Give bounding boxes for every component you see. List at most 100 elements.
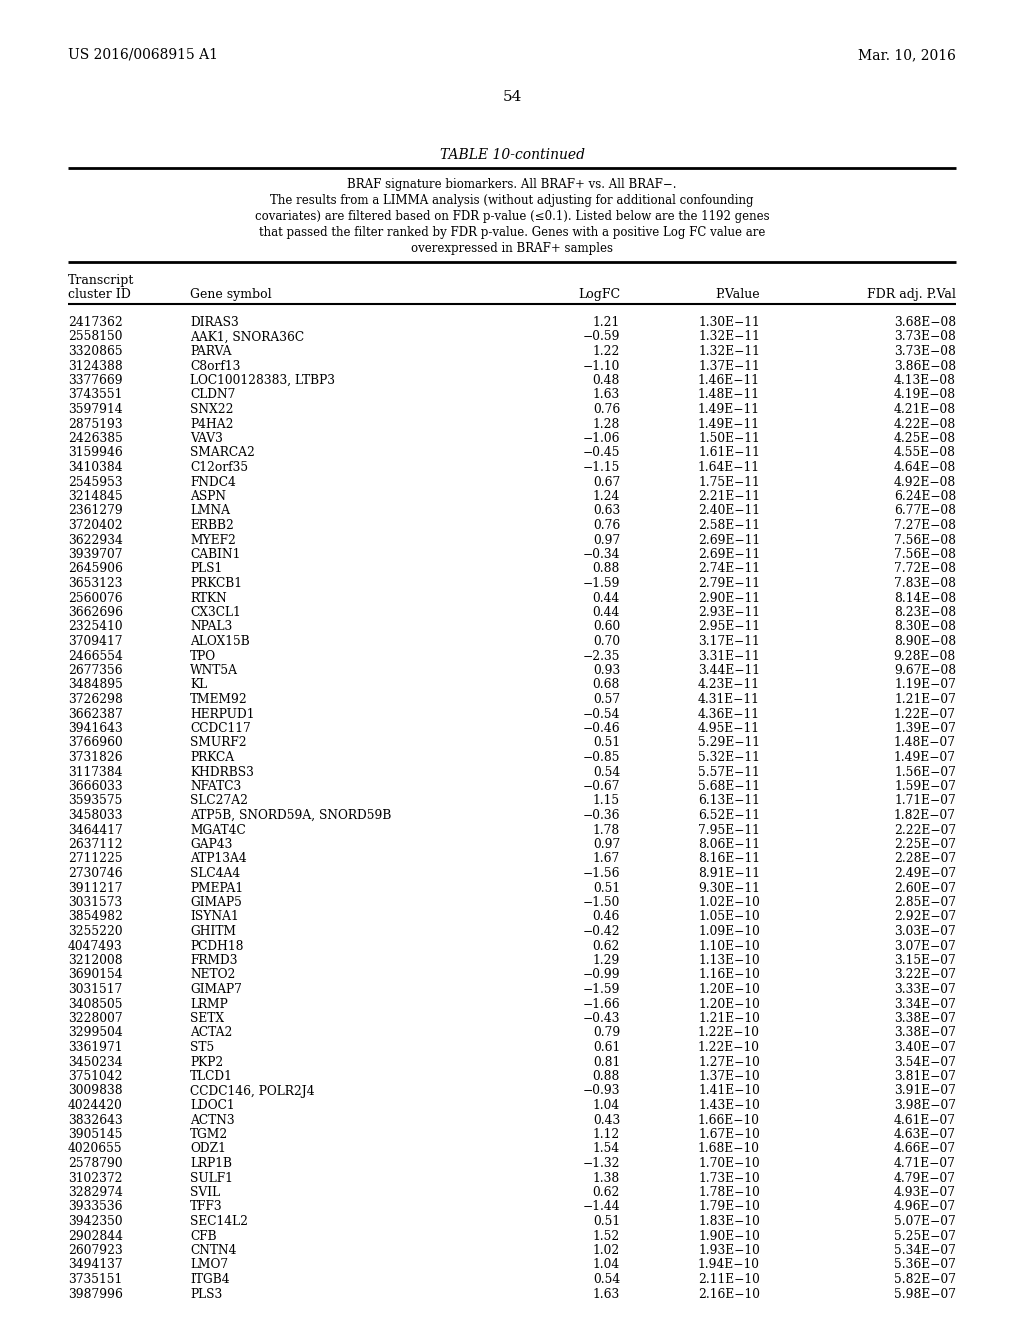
Text: 5.34E−07: 5.34E−07 <box>894 1243 956 1257</box>
Text: 0.43: 0.43 <box>593 1114 620 1126</box>
Text: 7.83E−08: 7.83E−08 <box>894 577 956 590</box>
Text: −1.06: −1.06 <box>583 432 620 445</box>
Text: 4.79E−07: 4.79E−07 <box>894 1172 956 1184</box>
Text: 7.56E−08: 7.56E−08 <box>894 533 956 546</box>
Text: 3751042: 3751042 <box>68 1071 123 1082</box>
Text: −1.44: −1.44 <box>583 1200 620 1213</box>
Text: 1.30E−11: 1.30E−11 <box>698 315 760 329</box>
Text: 0.67: 0.67 <box>593 475 620 488</box>
Text: 3282974: 3282974 <box>68 1185 123 1199</box>
Text: 3766960: 3766960 <box>68 737 123 750</box>
Text: SLC4A4: SLC4A4 <box>190 867 241 880</box>
Text: 4.25E−08: 4.25E−08 <box>894 432 956 445</box>
Text: 4.63E−07: 4.63E−07 <box>894 1129 956 1140</box>
Text: 0.44: 0.44 <box>593 606 620 619</box>
Text: FRMD3: FRMD3 <box>190 954 238 968</box>
Text: LRP1B: LRP1B <box>190 1158 232 1170</box>
Text: 3.54E−07: 3.54E−07 <box>894 1056 956 1068</box>
Text: 3726298: 3726298 <box>68 693 123 706</box>
Text: Transcript: Transcript <box>68 275 134 286</box>
Text: 1.49E−07: 1.49E−07 <box>894 751 956 764</box>
Text: 3662696: 3662696 <box>68 606 123 619</box>
Text: 0.61: 0.61 <box>593 1041 620 1053</box>
Text: 3159946: 3159946 <box>68 446 123 459</box>
Text: 3939707: 3939707 <box>68 548 123 561</box>
Text: −1.32: −1.32 <box>583 1158 620 1170</box>
Text: LMNA: LMNA <box>190 504 230 517</box>
Text: C8orf13: C8orf13 <box>190 359 241 372</box>
Text: 1.67: 1.67 <box>593 853 620 866</box>
Text: 1.38: 1.38 <box>593 1172 620 1184</box>
Text: −0.45: −0.45 <box>583 446 620 459</box>
Text: 1.37E−10: 1.37E−10 <box>698 1071 760 1082</box>
Text: 4.66E−07: 4.66E−07 <box>894 1143 956 1155</box>
Text: 0.60: 0.60 <box>593 620 620 634</box>
Text: 4.64E−08: 4.64E−08 <box>894 461 956 474</box>
Text: 0.88: 0.88 <box>593 1071 620 1082</box>
Text: 0.63: 0.63 <box>593 504 620 517</box>
Text: 5.32E−11: 5.32E−11 <box>698 751 760 764</box>
Text: CCDC146, POLR2J4: CCDC146, POLR2J4 <box>190 1085 314 1097</box>
Text: 1.66E−10: 1.66E−10 <box>698 1114 760 1126</box>
Text: TGM2: TGM2 <box>190 1129 228 1140</box>
Text: −0.85: −0.85 <box>583 751 620 764</box>
Text: PCDH18: PCDH18 <box>190 940 244 953</box>
Text: ACTN3: ACTN3 <box>190 1114 234 1126</box>
Text: 1.90E−10: 1.90E−10 <box>698 1229 760 1242</box>
Text: 3102372: 3102372 <box>68 1172 123 1184</box>
Text: TFF3: TFF3 <box>190 1200 222 1213</box>
Text: 3941643: 3941643 <box>68 722 123 735</box>
Text: 1.68E−10: 1.68E−10 <box>698 1143 760 1155</box>
Text: 1.10E−10: 1.10E−10 <box>698 940 760 953</box>
Text: 1.67E−10: 1.67E−10 <box>698 1129 760 1140</box>
Text: 3031517: 3031517 <box>68 983 122 997</box>
Text: 2645906: 2645906 <box>68 562 123 576</box>
Text: 1.12: 1.12 <box>593 1129 620 1140</box>
Text: PKP2: PKP2 <box>190 1056 223 1068</box>
Text: 1.41E−10: 1.41E−10 <box>698 1085 760 1097</box>
Text: 2.93E−11: 2.93E−11 <box>698 606 760 619</box>
Text: 1.04: 1.04 <box>593 1100 620 1111</box>
Text: 3709417: 3709417 <box>68 635 123 648</box>
Text: 3593575: 3593575 <box>68 795 123 808</box>
Text: 2.21E−11: 2.21E−11 <box>698 490 760 503</box>
Text: 2.11E−10: 2.11E−10 <box>698 1272 760 1286</box>
Text: 3622934: 3622934 <box>68 533 123 546</box>
Text: 6.24E−08: 6.24E−08 <box>894 490 956 503</box>
Text: ATP5B, SNORD59A, SNORD59B: ATP5B, SNORD59A, SNORD59B <box>190 809 391 822</box>
Text: 2417362: 2417362 <box>68 315 123 329</box>
Text: −0.43: −0.43 <box>583 1012 620 1026</box>
Text: 0.88: 0.88 <box>593 562 620 576</box>
Text: 2.95E−11: 2.95E−11 <box>698 620 760 634</box>
Text: CX3CL1: CX3CL1 <box>190 606 241 619</box>
Text: −1.59: −1.59 <box>583 983 620 997</box>
Text: LOC100128383, LTBP3: LOC100128383, LTBP3 <box>190 374 335 387</box>
Text: −1.56: −1.56 <box>583 867 620 880</box>
Text: 2677356: 2677356 <box>68 664 123 677</box>
Text: 3720402: 3720402 <box>68 519 123 532</box>
Text: 1.21E−10: 1.21E−10 <box>698 1012 760 1026</box>
Text: 2.25E−07: 2.25E−07 <box>894 838 956 851</box>
Text: 3653123: 3653123 <box>68 577 123 590</box>
Text: 3361971: 3361971 <box>68 1041 123 1053</box>
Text: 0.51: 0.51 <box>593 882 620 895</box>
Text: −1.66: −1.66 <box>583 998 620 1011</box>
Text: 1.52: 1.52 <box>593 1229 620 1242</box>
Text: 2545953: 2545953 <box>68 475 123 488</box>
Text: 8.16E−11: 8.16E−11 <box>698 853 760 866</box>
Text: 7.72E−08: 7.72E−08 <box>894 562 956 576</box>
Text: 3.38E−07: 3.38E−07 <box>894 1012 956 1026</box>
Text: 1.61E−11: 1.61E−11 <box>698 446 760 459</box>
Text: 2.69E−11: 2.69E−11 <box>698 548 760 561</box>
Text: ISYNA1: ISYNA1 <box>190 911 239 924</box>
Text: 3410384: 3410384 <box>68 461 123 474</box>
Text: KHDRBS3: KHDRBS3 <box>190 766 254 779</box>
Text: 2637112: 2637112 <box>68 838 123 851</box>
Text: RTKN: RTKN <box>190 591 226 605</box>
Text: 5.36E−07: 5.36E−07 <box>894 1258 956 1271</box>
Text: DIRAS3: DIRAS3 <box>190 315 239 329</box>
Text: −0.42: −0.42 <box>583 925 620 939</box>
Text: CFB: CFB <box>190 1229 217 1242</box>
Text: 1.78: 1.78 <box>593 824 620 837</box>
Text: ERBB2: ERBB2 <box>190 519 233 532</box>
